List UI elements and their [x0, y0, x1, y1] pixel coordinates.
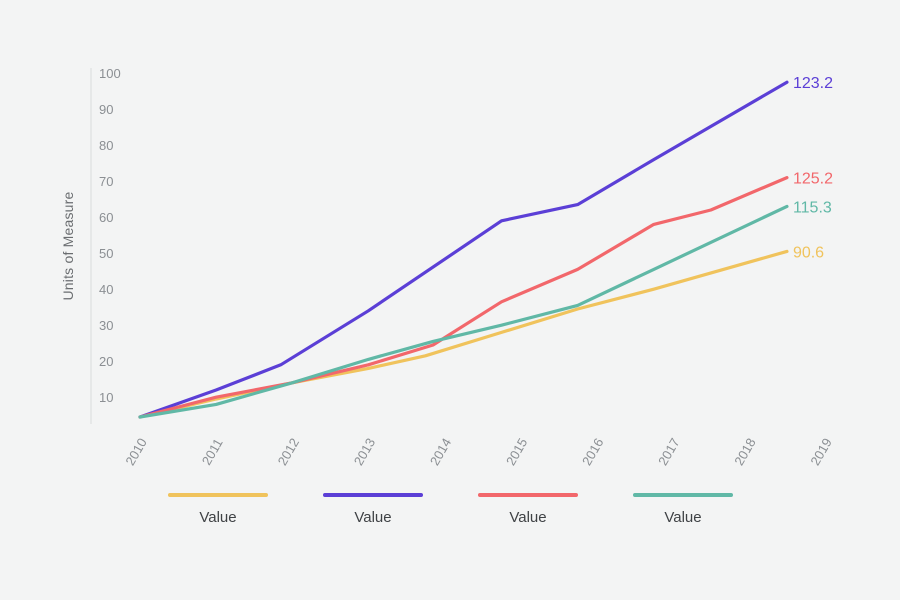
series-end-label-4: 115.3 — [793, 199, 832, 216]
x-tick-label-2018: 2018 — [731, 435, 758, 468]
series-end-label-3: 125.2 — [793, 171, 833, 188]
y-tick-label-80: 80 — [99, 138, 113, 153]
x-tick-label-2019: 2019 — [807, 435, 834, 468]
x-tick-label-2017: 2017 — [655, 435, 682, 468]
x-tick-label-2016: 2016 — [579, 435, 606, 468]
series-end-label-1: 90.6 — [793, 244, 824, 261]
series-end-label-2: 123.2 — [793, 75, 833, 92]
y-tick-label-20: 20 — [99, 354, 113, 369]
y-tick-label-60: 60 — [99, 210, 113, 225]
y-tick-label-90: 90 — [99, 102, 113, 117]
x-tick-label-2013: 2013 — [351, 435, 378, 468]
x-tick-label-2010: 2010 — [122, 435, 149, 468]
x-tick-label-2015: 2015 — [503, 435, 530, 468]
x-tick-label-2012: 2012 — [275, 435, 302, 468]
y-tick-label-50: 50 — [99, 246, 113, 261]
x-tick-label-2011: 2011 — [199, 436, 226, 468]
y-tick-label-10: 10 — [99, 390, 113, 405]
x-tick-label-2014: 2014 — [427, 435, 454, 468]
series-line-2 — [138, 80, 789, 419]
series-line-3 — [138, 176, 789, 419]
y-axis-label: Units of Measure — [60, 191, 76, 301]
y-tick-label-40: 40 — [99, 282, 113, 297]
y-tick-label-30: 30 — [99, 318, 113, 333]
y-tick-label-100: 100 — [99, 66, 121, 81]
y-tick-label-70: 70 — [99, 174, 113, 189]
series-line-4 — [138, 204, 789, 419]
